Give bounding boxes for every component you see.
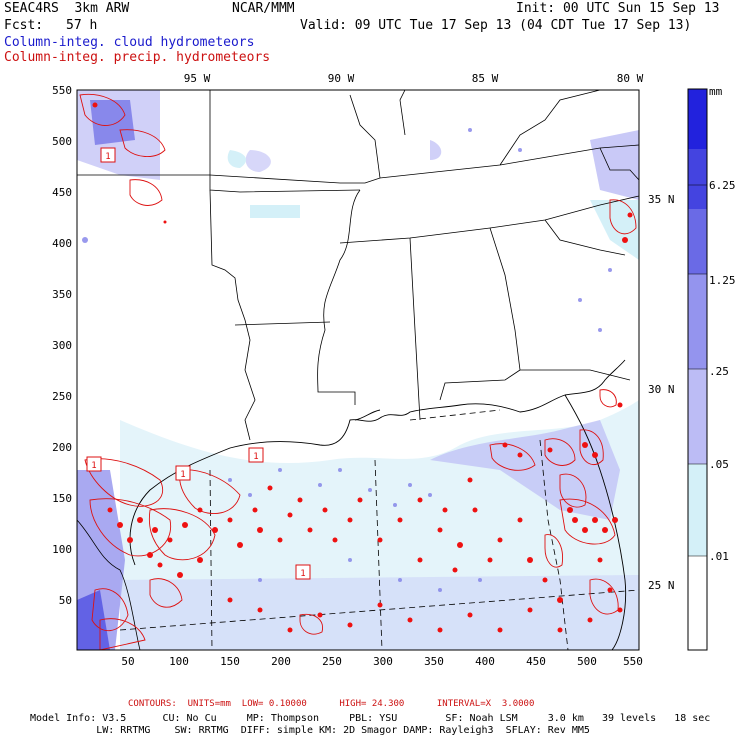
colorbar-segment — [688, 274, 707, 369]
state-boundaries — [77, 90, 639, 441]
latitude-label: 25 N — [648, 579, 675, 592]
map-frame — [76, 89, 640, 651]
y-axis-ticks: 550 500 450 400 350 300 250 200 150 100 … — [52, 84, 72, 607]
x-axis-ticks: 50 100 150 200 250 300 350 400 450 500 5… — [121, 655, 643, 668]
x-tick-label: 350 — [424, 655, 444, 668]
latitude-label: 30 N — [648, 383, 675, 396]
y-tick-label: 450 — [52, 186, 72, 199]
contour-label-boxes — [86, 147, 311, 580]
longitude-label: 80 W — [617, 72, 644, 85]
x-tick-label: 500 — [577, 655, 597, 668]
x-tick-label: 550 — [623, 655, 643, 668]
forecast-label: Fcst: — [4, 18, 44, 33]
contour-label: 1 — [105, 152, 110, 162]
y-tick-label: 100 — [52, 543, 72, 556]
colorbar-level: .05 — [709, 458, 729, 471]
colorbar-segment — [688, 464, 707, 556]
colorbar-level: 6.25 — [709, 179, 736, 192]
precip-cells — [92, 102, 633, 633]
contour-label: 1 — [180, 470, 185, 480]
x-tick-label: 100 — [169, 655, 189, 668]
offshore-zone-lines — [119, 409, 639, 650]
y-tick-label: 350 — [52, 288, 72, 301]
contour-label: 1 — [91, 461, 96, 471]
y-tick-label: 250 — [52, 390, 72, 403]
longitude-label: 85 W — [472, 72, 499, 85]
x-tick-label: 250 — [322, 655, 342, 668]
colorbar-level: .25 — [709, 365, 729, 378]
longitude-label: 90 W — [328, 72, 355, 85]
colorbar-segment — [688, 556, 707, 650]
y-tick-label: 400 — [52, 237, 72, 250]
colorbar-unit: mm — [709, 85, 723, 98]
longitude-label: 95 W — [184, 72, 211, 85]
colorbar — [687, 88, 708, 651]
y-tick-label: 200 — [52, 441, 72, 454]
y-tick-label: 500 — [52, 135, 72, 148]
valid-time: Valid: 09 UTC Tue 17 Sep 13 (04 CDT Tue … — [300, 18, 692, 33]
model-info-line1: Model Info: V3.5 CU: No Cu MP: Thompson … — [30, 713, 711, 724]
precip-contours — [79, 93, 637, 650]
contour-info: CONTOURS: UNITS=mm LOW= 0.10000 HIGH= 24… — [128, 699, 535, 709]
y-tick-label: 300 — [52, 339, 72, 352]
x-tick-label: 50 — [121, 655, 134, 668]
colorbar-segment — [688, 369, 707, 464]
field-cloud-label: Column-integ. cloud hydrometeors — [4, 35, 255, 50]
y-tick-label: 550 — [52, 84, 72, 97]
contour-label: 1 — [300, 569, 305, 579]
contour-label: 1 — [253, 452, 258, 462]
y-tick-label: 50 — [59, 594, 72, 607]
coastline — [129, 359, 627, 650]
center-name: NCAR/MMM — [232, 1, 295, 16]
init-time: Init: 00 UTC Sun 15 Sep 13 — [516, 1, 720, 16]
model-title: SEAC4RS 3km ARW — [4, 1, 130, 16]
cloud-specks — [82, 128, 612, 592]
forecast-hour: 57 h — [66, 18, 98, 33]
x-tick-label: 400 — [475, 655, 495, 668]
x-tick-label: 450 — [526, 655, 546, 668]
colorbar-segment — [688, 89, 707, 149]
x-tick-label: 200 — [271, 655, 291, 668]
field-precip-label: Column-integ. precip. hydrometeors — [4, 50, 271, 65]
y-tick-label: 150 — [52, 492, 72, 505]
colorbar-segment — [688, 149, 707, 209]
x-tick-label: 150 — [220, 655, 240, 668]
x-tick-label: 300 — [373, 655, 393, 668]
colorbar-level: 1.25 — [709, 274, 736, 287]
latitude-label: 35 N — [648, 193, 675, 206]
model-info-line2: LW: RRTMG SW: RRTMG DIFF: simple KM: 2D … — [30, 725, 590, 736]
colorbar-level: .01 — [709, 550, 729, 563]
colorbar-segment — [688, 209, 707, 274]
